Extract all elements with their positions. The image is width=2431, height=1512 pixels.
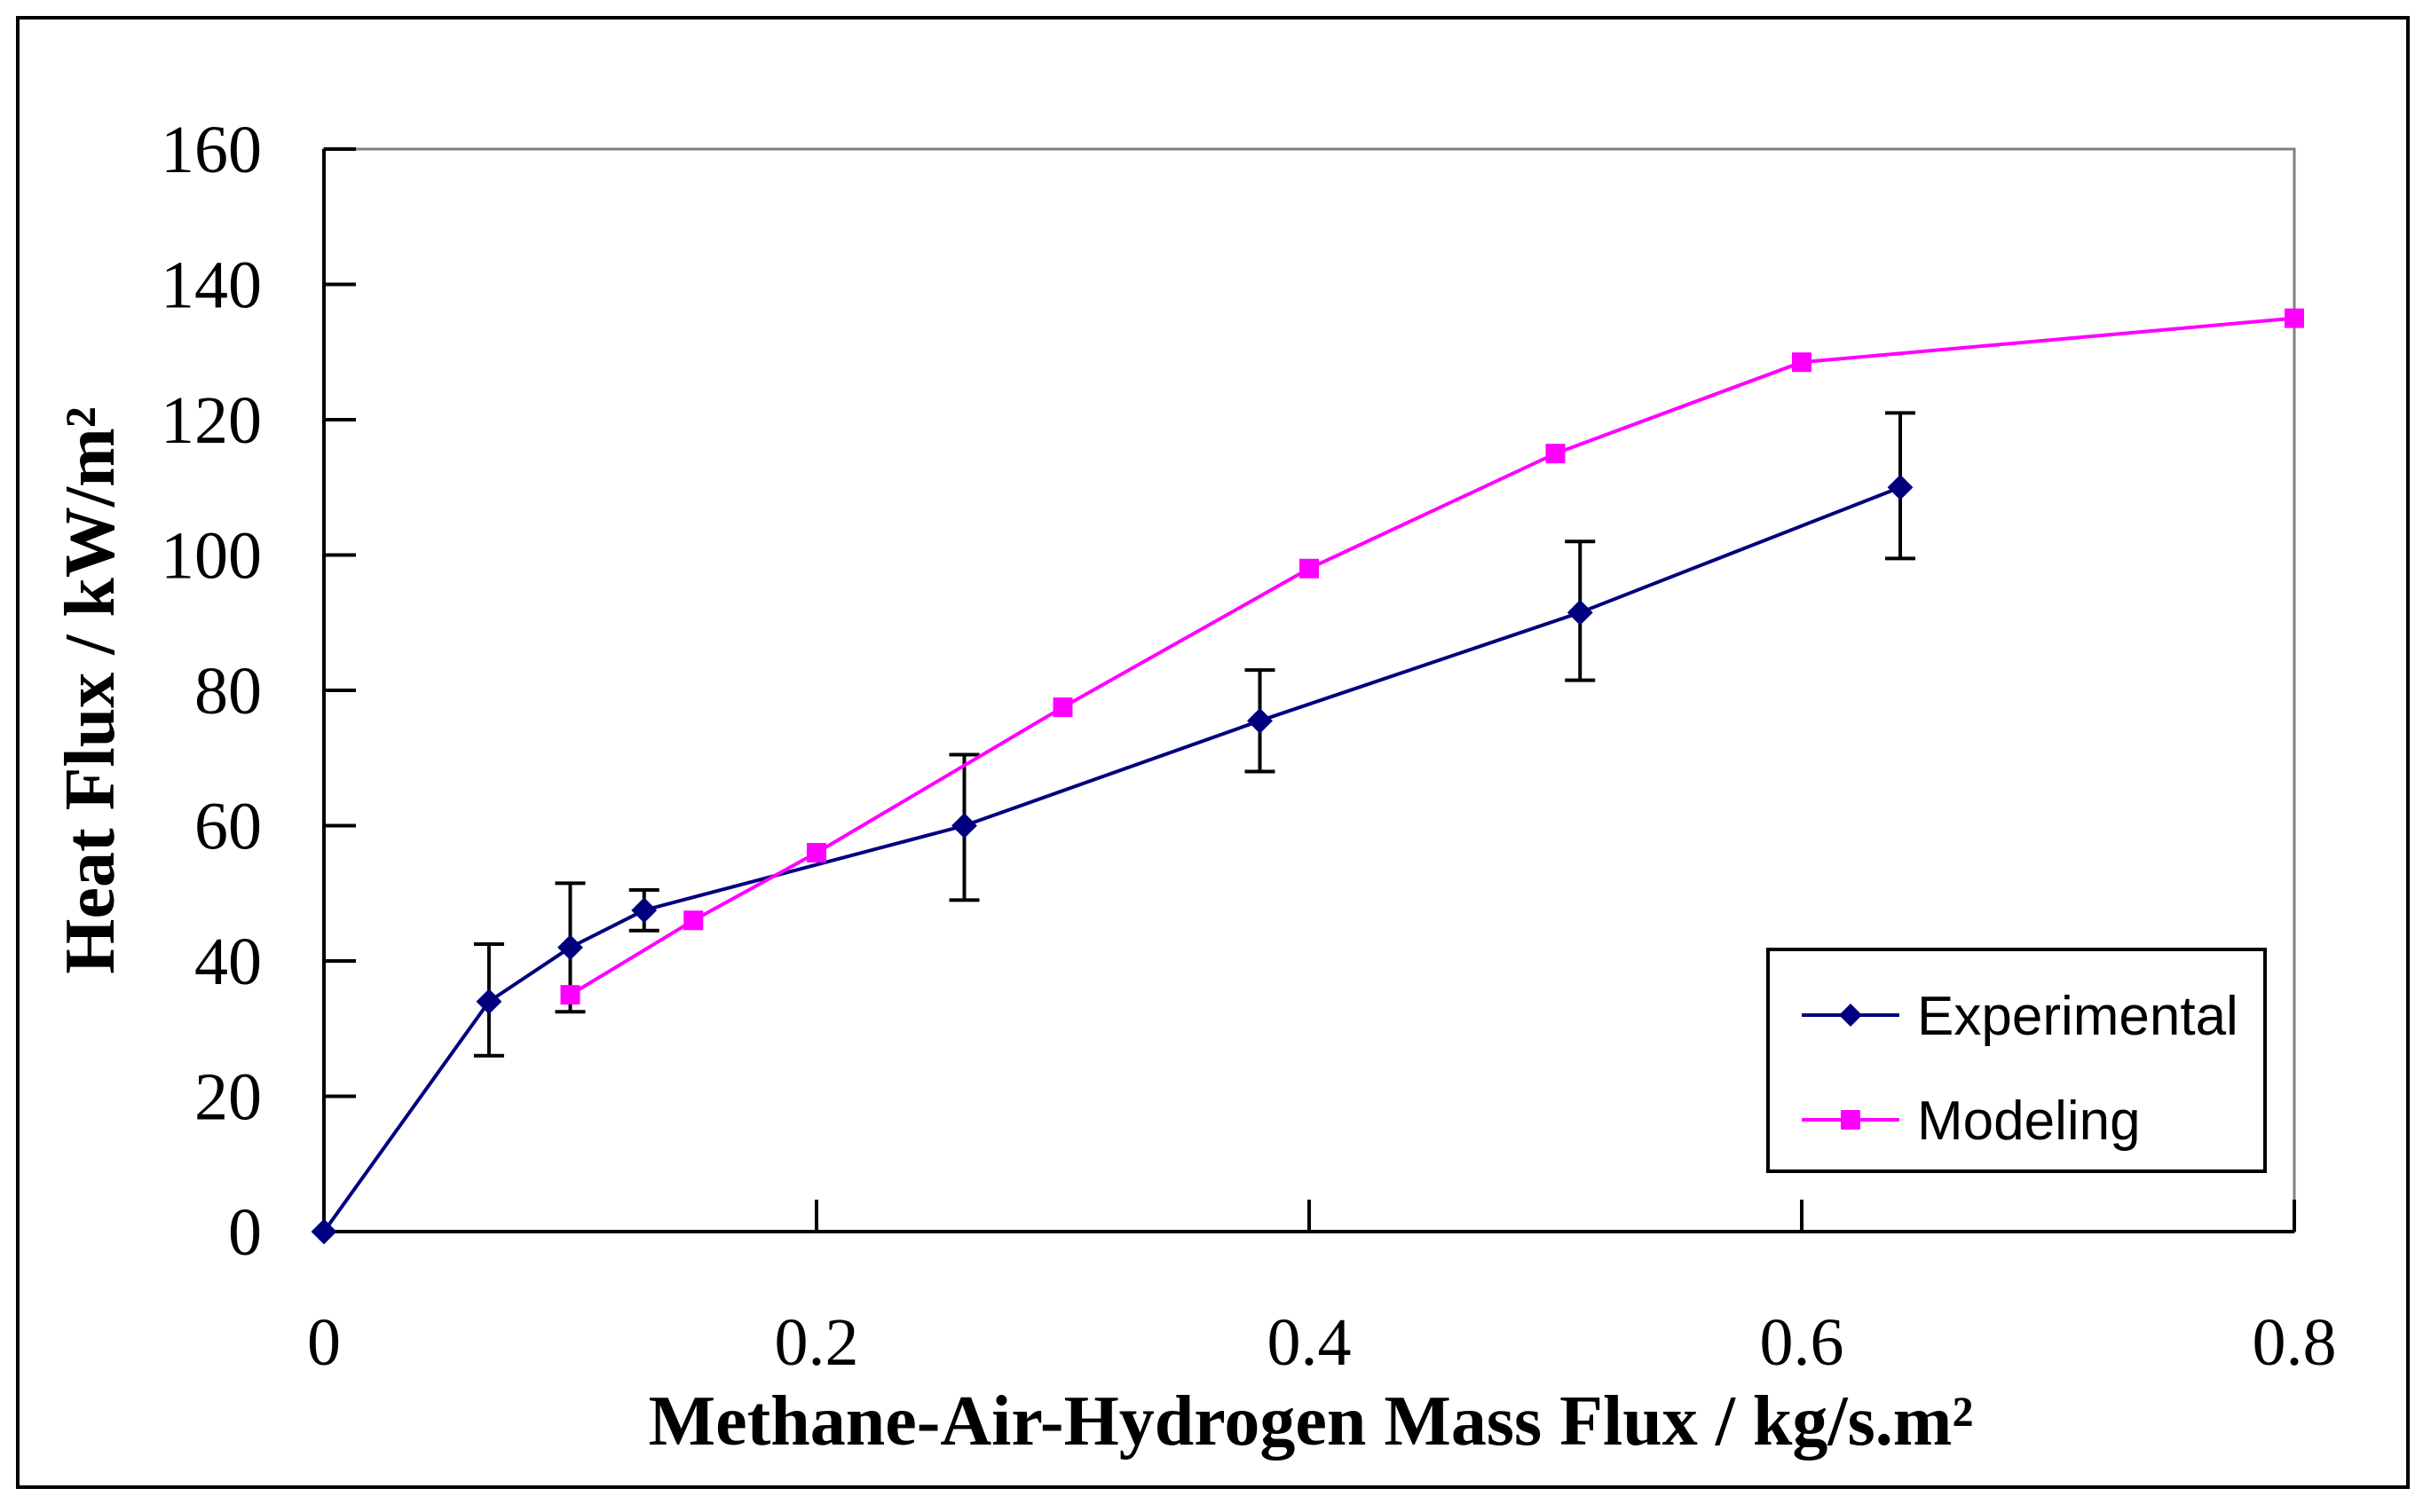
legend-marker bbox=[1839, 1004, 1862, 1027]
series-line-experimental bbox=[322, 485, 1901, 1233]
x-axis-title: Methane-Air-Hydrogen Mass Flux / kg/s.m² bbox=[649, 1382, 1974, 1461]
legend-box bbox=[1766, 948, 2267, 1173]
y-tick-label: 140 bbox=[161, 248, 262, 323]
data-point-experimental bbox=[557, 934, 583, 961]
data-point-experimental bbox=[1567, 599, 1593, 626]
legend-label: Modeling bbox=[1917, 1091, 2141, 1152]
data-point-experimental bbox=[1247, 707, 1273, 734]
y-tick-label: 80 bbox=[194, 654, 262, 728]
legend-entry-modeling: Modeling bbox=[1802, 1091, 2141, 1152]
data-point-modeling bbox=[683, 910, 704, 931]
y-tick-label: 160 bbox=[161, 113, 262, 187]
legend-marker bbox=[1841, 1110, 1860, 1130]
series-experimental bbox=[311, 411, 1915, 1245]
series-line-modeling bbox=[569, 316, 2295, 996]
y-tick-label: 40 bbox=[194, 925, 262, 999]
x-tick-label: 0.2 bbox=[775, 1305, 859, 1380]
legend-label: Experimental bbox=[1917, 986, 2238, 1047]
series-modeling bbox=[560, 308, 2304, 1005]
y-tick-label: 100 bbox=[161, 519, 262, 594]
data-point-modeling bbox=[1792, 352, 1811, 373]
y-tick-label: 20 bbox=[194, 1060, 262, 1135]
data-point-experimental bbox=[1887, 474, 1914, 500]
data-point-experimental bbox=[951, 813, 977, 839]
data-point-experimental bbox=[476, 988, 502, 1015]
y-tick-label: 60 bbox=[194, 790, 262, 864]
axes: 0 20 40 60 80 100 120 140 160 0 0.2 0.4 0.6 0.8 bbox=[161, 113, 2337, 1380]
chart-frame bbox=[16, 16, 2410, 1489]
data-point-modeling bbox=[2285, 308, 2304, 328]
legend: Experimental Modeling bbox=[1766, 948, 2267, 1173]
series-layer bbox=[311, 308, 2304, 1245]
y-tick-label: 0 bbox=[228, 1195, 262, 1270]
data-point-experimental bbox=[311, 1218, 337, 1245]
data-point-modeling bbox=[1299, 558, 1319, 579]
x-tick-label: 0 bbox=[307, 1305, 341, 1380]
y-tick-label: 120 bbox=[161, 383, 262, 458]
x-tick-label: 0.8 bbox=[2253, 1305, 2337, 1380]
data-point-modeling bbox=[1053, 697, 1073, 718]
x-tick-label: 0.6 bbox=[1760, 1305, 1844, 1380]
data-point-modeling bbox=[807, 843, 826, 862]
x-tick-label: 0.4 bbox=[1267, 1305, 1352, 1380]
data-point-modeling bbox=[560, 985, 580, 1005]
data-point-experimental bbox=[631, 897, 658, 924]
y-axis-title: Heat Flux / kW/m² bbox=[51, 406, 130, 974]
legend-entry-experimental: Experimental bbox=[1802, 986, 2238, 1047]
data-point-modeling bbox=[1545, 444, 1566, 464]
